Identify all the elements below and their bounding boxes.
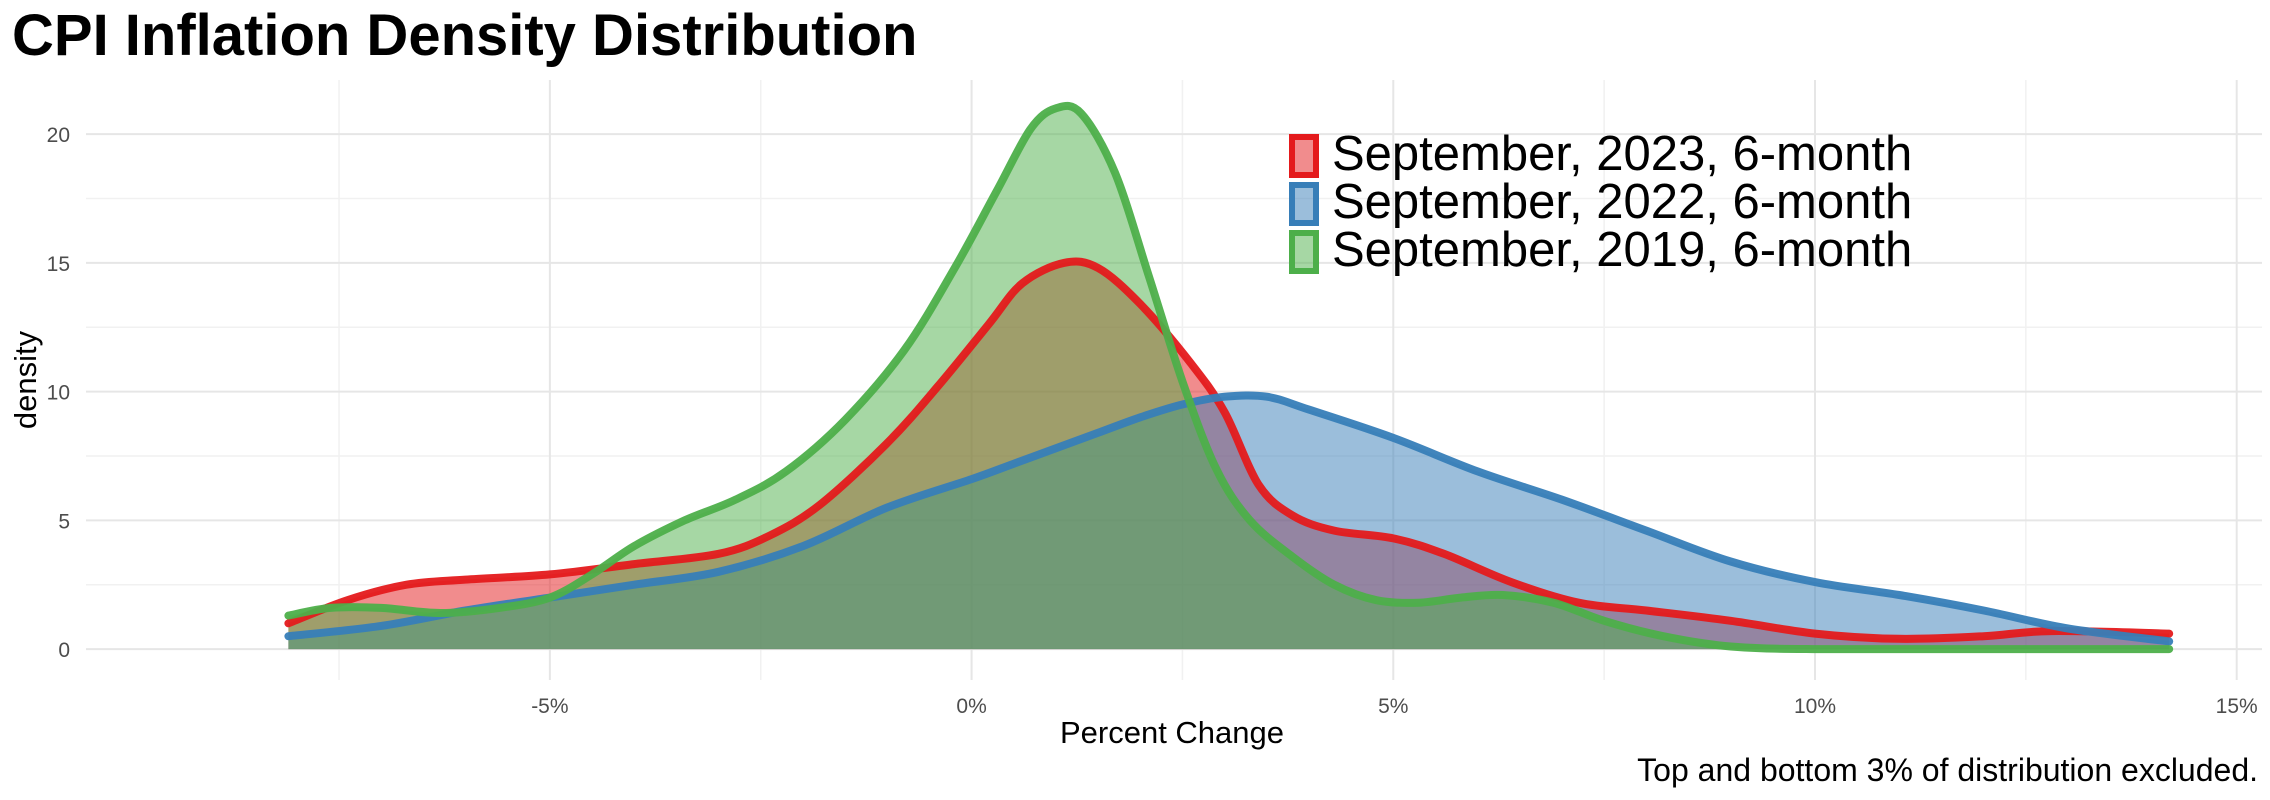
x-tick-label: 15% bbox=[2216, 695, 2258, 718]
x-tick-label: 0% bbox=[956, 695, 986, 718]
x-axis-label: Percent Change bbox=[1060, 715, 1284, 750]
x-tick-label: -5% bbox=[531, 695, 568, 718]
legend-item: September, 2023, 6-month bbox=[1289, 127, 1912, 181]
legend-item: September, 2019, 6-month bbox=[1289, 223, 1912, 277]
density-areas bbox=[288, 105, 2170, 650]
x-tick-label: 5% bbox=[1378, 695, 1408, 718]
x-axis-ticks: -5% 0% 5% 10% 15% bbox=[531, 695, 2258, 718]
density-line-2 bbox=[284, 101, 2174, 654]
density-lines bbox=[284, 101, 2174, 654]
y-tick-label: 20 bbox=[47, 124, 70, 147]
y-tick-label: 0 bbox=[58, 639, 70, 662]
y-tick-label: 5 bbox=[58, 510, 70, 533]
y-tick-label: 15 bbox=[47, 253, 70, 276]
legend-item: September, 2022, 6-month bbox=[1289, 175, 1912, 229]
density-area-2 bbox=[288, 105, 2170, 650]
legend-key bbox=[1289, 134, 1319, 178]
legend-label: September, 2019, 6-month bbox=[1332, 223, 1912, 277]
x-tick-label: 10% bbox=[1794, 695, 1836, 718]
legend-key bbox=[1289, 230, 1319, 274]
y-tick-label: 10 bbox=[47, 382, 70, 405]
chart-title: CPI Inflation Density Distribution bbox=[12, 3, 918, 68]
chart-caption: Top and bottom 3% of distribution exclud… bbox=[1637, 752, 2258, 788]
density-line-0 bbox=[284, 257, 2174, 643]
y-axis-ticks: 0 5 10 15 20 bbox=[47, 124, 70, 662]
legend-label: September, 2023, 6-month bbox=[1332, 127, 1912, 181]
legend-label: September, 2022, 6-month bbox=[1332, 175, 1912, 229]
legend-key bbox=[1289, 182, 1319, 226]
y-axis-label: density bbox=[8, 330, 43, 429]
